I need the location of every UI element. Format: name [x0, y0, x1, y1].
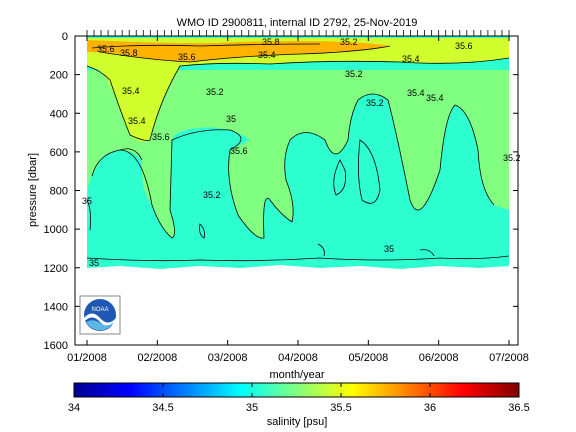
colorbar-tick-label: 36.5: [508, 402, 529, 414]
colorbar-label: salinity [psu]: [267, 416, 328, 428]
contour-line: [199, 223, 205, 239]
contour-label: 35.4: [258, 50, 276, 60]
y-tick-label: 400: [50, 108, 68, 120]
contour-label: 35.2: [340, 37, 358, 47]
contour-label: 35.6: [152, 132, 170, 142]
x-tick-label: 06/2008: [419, 352, 459, 364]
contour-label: 35.2: [366, 98, 384, 108]
y-tick-label: 1200: [44, 263, 68, 275]
plot-fill: [87, 36, 509, 269]
y-tick-label: 1400: [44, 301, 68, 313]
contour-label: 35.2: [206, 87, 224, 97]
x-tick-label: 05/2008: [348, 352, 388, 364]
contour-line: [333, 159, 346, 196]
contour-label: 35.6: [455, 41, 473, 51]
field-surface-band: [87, 38, 509, 142]
contour-label: 35.4: [128, 116, 146, 126]
logo-text: NOAA: [91, 307, 108, 313]
contour-label: 35.4: [407, 88, 425, 98]
contour-labels: 35.8 35.6 35.6 35.8 35.4 35.2 35.4 35.6 35.4 35.2…: [82, 37, 521, 268]
colorbar-ticks: 34 34.5 35 35.5 36 36.5: [68, 383, 530, 414]
x-tick-label: 02/2008: [137, 352, 177, 364]
x-axis-title: month/year: [269, 369, 324, 381]
colorbar-tick-label: 34.5: [152, 402, 173, 414]
contour-line: [91, 93, 495, 239]
contour-label: 35.4: [426, 93, 444, 103]
contour-label: 35.4: [402, 54, 420, 64]
chart-title: WMO ID 2900811, internal ID 2792, 25-Nov…: [177, 17, 418, 29]
logo-sea: [86, 320, 114, 331]
y-tick-label: 600: [50, 147, 68, 159]
x-axis: 01/2008 02/2008 03/2008 04/2008 05/2008 06/20…: [67, 36, 529, 364]
y-tick-label: 200: [50, 70, 68, 82]
contour-lines: [86, 43, 510, 262]
contour-label: 35: [82, 196, 92, 206]
contour-label: 35.2: [345, 69, 363, 79]
contour-line: [99, 45, 391, 63]
contour-label: 35: [226, 114, 236, 124]
x-tick-label: 07/2008: [489, 352, 529, 364]
contour-line: [419, 249, 435, 257]
contour-line: [317, 243, 325, 257]
contour-line: [86, 255, 510, 262]
colorbar-tick-label: 36: [424, 402, 436, 414]
colorbar: [73, 382, 520, 398]
contour-label: 35.8: [262, 37, 280, 47]
contour-label: 35.6: [178, 52, 196, 62]
contour-label: 35.2: [503, 153, 521, 163]
y-axis: 0 200 400 600 800 1000 1200 1400 1600: [44, 31, 518, 352]
contour-line: [119, 148, 143, 161]
x-tick-label: 03/2008: [208, 352, 248, 364]
y-tick-label: 1000: [44, 224, 68, 236]
contour-label: 35.6: [97, 44, 115, 54]
contour-line: [86, 199, 91, 231]
contour-label: 35.2: [203, 190, 221, 200]
y-tick-label: 800: [50, 186, 68, 198]
contour-line: [358, 139, 381, 204]
field-upper-layer: [87, 70, 509, 239]
x-tick-label: 04/2008: [278, 352, 318, 364]
contour-label: 35: [89, 258, 99, 268]
contour-line: [91, 43, 321, 49]
x-tick-label: 01/2008: [67, 352, 107, 364]
contour-label: 35.8: [120, 48, 138, 58]
noaa-logo: NOAA: [79, 295, 121, 335]
contour-label: 35.4: [122, 86, 140, 96]
top-ticks: [86, 30, 510, 36]
y-axis-title: pressure [dbar]: [27, 153, 39, 227]
contour-label: 35: [384, 244, 394, 254]
y-tick-label: 0: [62, 31, 68, 43]
colorbar-tick-label: 35.5: [330, 402, 351, 414]
colorbar-tick-label: 35: [246, 402, 258, 414]
contour-label: 35.6: [230, 146, 248, 156]
colorbar-tick-label: 34: [68, 402, 80, 414]
y-tick-label: 1600: [44, 340, 68, 352]
logo-wave: [84, 313, 116, 327]
contour-line: [86, 57, 510, 141]
